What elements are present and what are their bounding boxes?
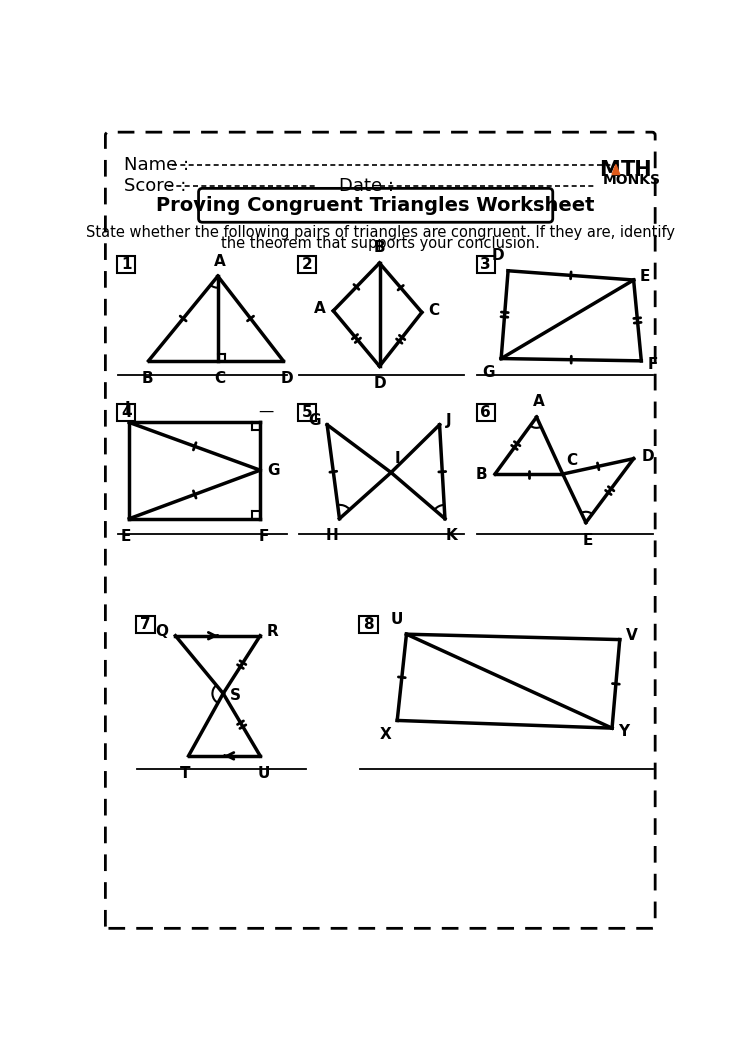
Text: E: E <box>583 532 594 547</box>
Text: Proving Congruent Triangles Worksheet: Proving Congruent Triangles Worksheet <box>157 195 595 215</box>
Polygon shape <box>612 165 620 174</box>
Text: 6: 6 <box>480 405 491 420</box>
Text: D: D <box>373 376 386 392</box>
Text: V: V <box>626 628 637 644</box>
Text: I: I <box>124 400 130 416</box>
FancyBboxPatch shape <box>117 256 135 273</box>
Text: A: A <box>533 395 545 410</box>
Text: 3: 3 <box>481 257 491 272</box>
FancyBboxPatch shape <box>476 256 495 273</box>
FancyBboxPatch shape <box>137 615 154 633</box>
FancyBboxPatch shape <box>199 188 553 223</box>
FancyBboxPatch shape <box>476 404 495 421</box>
Text: M: M <box>599 160 620 180</box>
Text: C: C <box>214 371 225 385</box>
FancyBboxPatch shape <box>105 132 655 928</box>
Text: Name :: Name : <box>124 155 189 173</box>
Text: C: C <box>567 453 578 468</box>
FancyBboxPatch shape <box>298 256 316 273</box>
Text: E: E <box>640 269 650 284</box>
Text: 1: 1 <box>121 257 131 272</box>
Text: Y: Y <box>618 724 629 739</box>
Text: 2: 2 <box>302 257 312 272</box>
Text: MONKS: MONKS <box>603 173 661 187</box>
Text: U: U <box>257 765 270 781</box>
Text: E: E <box>120 529 131 544</box>
Text: T: T <box>180 765 190 781</box>
Text: the theorem that supports your conclusion.: the theorem that supports your conclusio… <box>221 236 539 251</box>
Text: A: A <box>314 301 326 316</box>
Text: G: G <box>267 463 280 478</box>
Text: —: — <box>258 403 273 419</box>
Text: 8: 8 <box>364 616 374 632</box>
Text: U: U <box>390 612 403 627</box>
Text: Score :: Score : <box>124 177 186 195</box>
Text: 4: 4 <box>121 405 131 420</box>
Text: C: C <box>428 302 439 317</box>
Text: I: I <box>395 452 401 466</box>
Text: X: X <box>379 727 391 741</box>
Text: TH: TH <box>621 160 653 180</box>
Text: G: G <box>309 414 321 428</box>
Text: B: B <box>374 240 385 255</box>
Text: D: D <box>280 371 293 385</box>
Text: B: B <box>476 466 487 482</box>
Text: B: B <box>141 371 153 385</box>
Text: S: S <box>230 688 241 702</box>
Text: A: A <box>214 254 226 269</box>
FancyBboxPatch shape <box>359 615 378 633</box>
Text: F: F <box>259 529 269 544</box>
Text: D: D <box>641 448 654 464</box>
Text: G: G <box>482 364 495 380</box>
Text: H: H <box>326 528 338 543</box>
Text: State whether the following pairs of triangles are congruent. If they are, ident: State whether the following pairs of tri… <box>86 225 674 239</box>
Text: R: R <box>266 625 278 639</box>
Text: 7: 7 <box>140 616 151 632</box>
Text: Q: Q <box>155 625 168 639</box>
Text: J: J <box>446 414 451 428</box>
Text: K: K <box>445 528 457 543</box>
Text: F: F <box>648 357 658 372</box>
Text: D: D <box>492 248 505 264</box>
FancyBboxPatch shape <box>298 404 316 421</box>
Text: 5: 5 <box>302 405 312 420</box>
FancyBboxPatch shape <box>117 404 135 421</box>
Text: Date :: Date : <box>340 177 395 195</box>
